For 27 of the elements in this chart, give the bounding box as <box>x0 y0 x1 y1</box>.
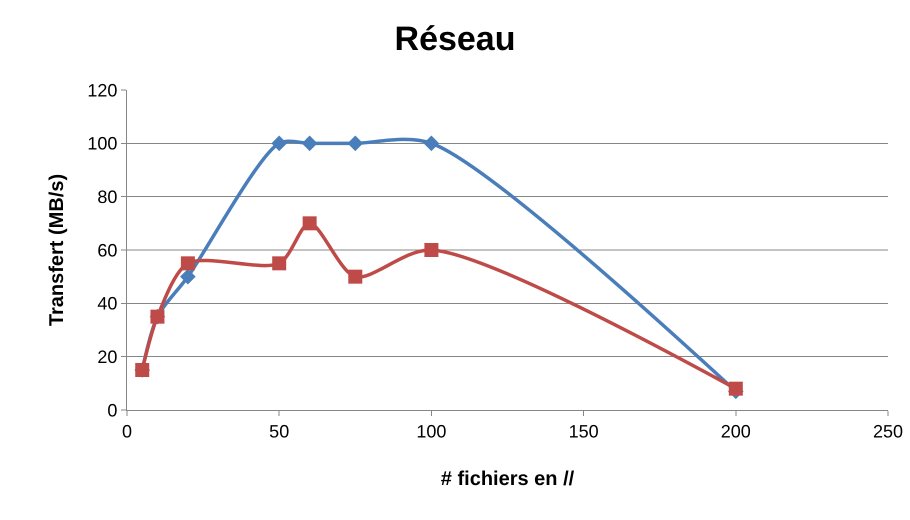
point <box>271 136 287 152</box>
x-tick-label: 250 <box>872 422 904 442</box>
point <box>424 243 438 257</box>
point <box>728 382 743 396</box>
y-axis-title: Transfert (MB/s) <box>46 174 68 326</box>
point <box>348 270 362 284</box>
y-tick-label: 120 <box>87 80 118 100</box>
x-tick-label: 150 <box>568 422 599 442</box>
x-tick-label: 50 <box>269 422 290 442</box>
point <box>302 216 317 230</box>
y-tick-label: 80 <box>97 186 118 207</box>
y-tick-label: 60 <box>97 240 118 260</box>
point <box>272 256 286 270</box>
point <box>302 136 318 152</box>
y-tick-label: 0 <box>107 400 118 420</box>
point <box>180 268 196 284</box>
y-tick-label: 100 <box>87 134 118 154</box>
x-axis-title: # fichiers en // <box>440 468 575 490</box>
x-tick-label: 0 <box>122 422 132 442</box>
x-tick-label: 100 <box>416 422 446 442</box>
y-tick-label: 40 <box>97 294 118 314</box>
point <box>348 136 364 152</box>
x-tick-label: 200 <box>720 422 751 442</box>
y-tick-label: 20 <box>97 346 118 367</box>
point <box>424 136 440 152</box>
point <box>180 256 195 270</box>
chart-title: Réseau <box>394 20 516 58</box>
